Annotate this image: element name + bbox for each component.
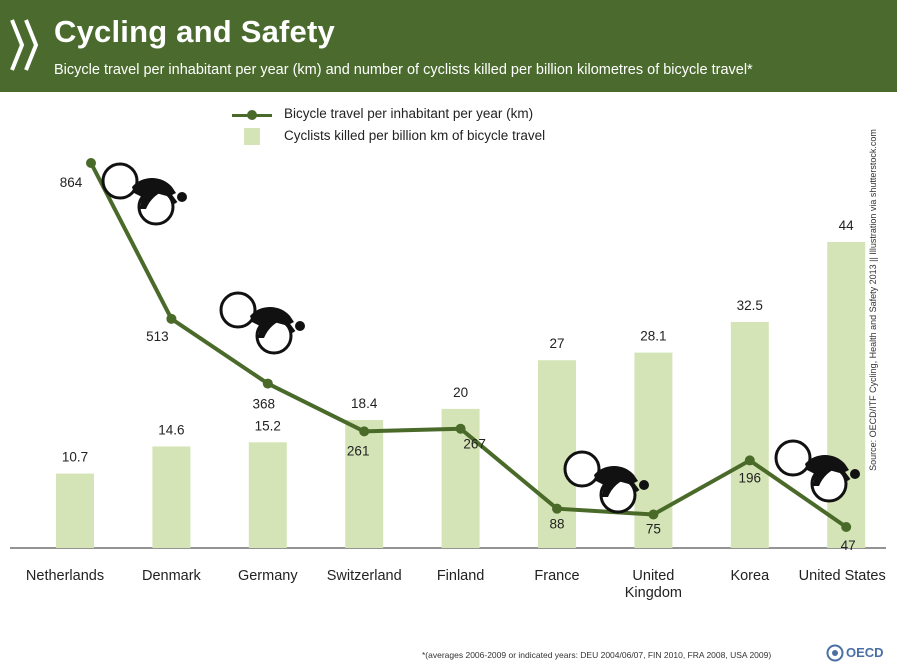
chart-canvas: 10.7 14.6 15.2 18.4 20 27 28.1 32.5 44 864 513 368 2… (10, 158, 886, 553)
chart-title: Cycling and Safety (54, 14, 335, 49)
oecd-logo-icon (826, 644, 844, 662)
line-point (648, 509, 659, 520)
line-point (86, 158, 96, 168)
legend-bar-swatch (244, 128, 260, 145)
line-value-label: 75 (646, 521, 661, 536)
line-point (744, 455, 755, 466)
cyclist-icon (563, 450, 649, 514)
cyclist-icon (774, 439, 860, 503)
bar-value-label: 15.2 (255, 418, 281, 433)
category-label: Netherlands (25, 568, 105, 584)
bar (827, 242, 866, 548)
bar (538, 360, 576, 548)
line-point (262, 378, 273, 389)
legend-line-marker (247, 110, 257, 120)
line-value-label: 267 (463, 437, 486, 452)
oecd-logo-text: OECD (846, 645, 884, 660)
line-point (455, 423, 466, 434)
category-label: Germany (237, 568, 298, 584)
cyclist-icon (219, 291, 305, 355)
line-value-label: 368 (253, 397, 276, 412)
category-label: Denmark (141, 568, 201, 584)
line-point (841, 522, 852, 533)
line-point (552, 503, 562, 514)
chart-subtitle: Bicycle travel per inhabitant per year (… (54, 62, 753, 78)
category-label: United Kingdom (624, 568, 682, 601)
category-label: Finland (436, 568, 485, 584)
line-value-label: 196 (739, 470, 762, 485)
legend-item-line: Bicycle travel per inhabitant per year (… (232, 105, 612, 125)
legend-item-bar: Cyclists killed per billion km of bicycl… (232, 127, 612, 147)
bar-value-label: 28.1 (640, 329, 666, 344)
legend-line-label: Bicycle travel per inhabitant per year (… (284, 106, 534, 121)
category-label: Korea (730, 568, 770, 584)
line-point (166, 313, 177, 324)
category-label: United States (798, 568, 886, 584)
bar (730, 321, 769, 548)
line-value-label: 513 (146, 329, 169, 344)
bar (248, 442, 287, 548)
bar-value-label: 10.7 (62, 450, 88, 465)
oecd-logo: OECD (826, 644, 894, 662)
bar-value-label: 44 (839, 218, 855, 233)
line-point (359, 426, 370, 437)
category-label: Switzerland (326, 568, 402, 584)
legend-bar-label: Cyclists killed per billion km of bicycl… (284, 128, 546, 143)
bar (152, 446, 191, 548)
line-value-label: 261 (347, 443, 370, 458)
bar-value-label: 32.5 (737, 298, 763, 313)
bar-value-label: 20 (453, 385, 468, 400)
line-value-label: 88 (549, 517, 564, 532)
bar-value-label: 18.4 (351, 396, 378, 411)
chevron-icon (10, 19, 39, 71)
source-note: Source: OECD/ITF Cycling, Health and Saf… (868, 129, 878, 471)
line-value-label: 864 (60, 175, 83, 190)
header-banner: Cycling and Safety Bicycle travel per in… (0, 0, 897, 92)
bar (345, 420, 384, 548)
bar-value-label: 14.6 (158, 422, 184, 437)
footnote: *(averages 2006-2009 or indicated years:… (422, 650, 772, 660)
bar-value-label: 27 (549, 336, 564, 351)
category-label: France (534, 568, 580, 584)
cyclist-icon (101, 162, 187, 226)
bar (56, 473, 94, 548)
line-value-label: 47 (841, 538, 856, 553)
